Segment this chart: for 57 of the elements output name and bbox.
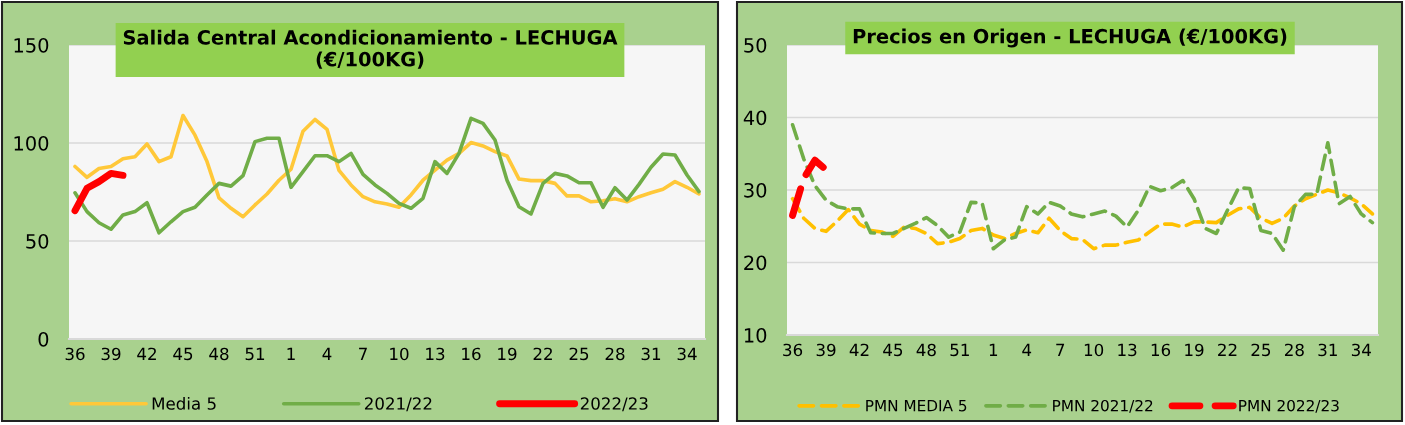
y-tick-label: 50 (744, 37, 767, 53)
x-tick-label: 39 (816, 343, 836, 357)
x-tick-label: 45 (173, 347, 193, 361)
x-tick-label: 39 (101, 347, 121, 361)
x-tick-label: 36 (65, 347, 85, 361)
line-series (73, 113, 701, 219)
x-tick-label: 16 (1151, 343, 1171, 357)
x-tick-label: 19 (498, 347, 517, 361)
x-tick-label: 31 (1318, 343, 1337, 357)
y-tick-label: 150 (14, 37, 49, 53)
x-tick-label: 7 (359, 347, 367, 360)
x-tick-label: 42 (849, 343, 869, 356)
x-tick-label: 51 (245, 347, 265, 361)
chart-title: Salida Central Acondicionamiento - LECHUGA (€/100KG) (123, 29, 618, 69)
y-tick-label: 10 (744, 327, 767, 343)
x-tick-label: 42 (137, 347, 156, 360)
x-tick-label: 25 (569, 347, 589, 361)
x-tick-label: 36 (783, 343, 803, 357)
line-series (790, 188, 1375, 251)
x-tick-label: 48 (916, 343, 936, 357)
x-tick-label: 1 (287, 347, 295, 360)
x-tick-label: 34 (677, 347, 697, 361)
x-tick-label: 10 (1084, 343, 1104, 357)
x-tick-label: 4 (322, 347, 332, 360)
y-tick-label: 0 (38, 331, 49, 347)
x-tick-label: 13 (426, 347, 445, 361)
x-tick-label: 10 (390, 347, 409, 361)
x-tick-label: 1 (989, 343, 998, 356)
x-tick-label: 51 (950, 343, 969, 357)
x-tick-label: 31 (641, 347, 661, 361)
x-tick-label: 28 (605, 347, 625, 361)
x-tick-label: 48 (209, 347, 229, 361)
x-tick-label: 22 (533, 347, 552, 360)
x-tick-label: 13 (1118, 343, 1137, 357)
y-tick-label: 100 (14, 135, 49, 151)
x-tick-label: 22 (1218, 343, 1237, 356)
x-tick-label: 28 (1284, 343, 1304, 357)
y-tick-label: 50 (26, 233, 49, 249)
chart-title: Precios en Origen - LECHUGA (€/100KG) (853, 28, 1287, 48)
y-tick-label: 40 (743, 110, 767, 126)
x-tick-label: 34 (1351, 343, 1371, 357)
x-tick-label: 4 (1022, 343, 1032, 356)
x-tick-label: 25 (1251, 343, 1271, 357)
legend-label: PMN 2022/23 (1239, 399, 1339, 413)
legend-label: PMN MEDIA 5 (866, 400, 967, 412)
y-tick-label: 30 (744, 182, 767, 198)
line-series (790, 122, 1375, 252)
x-tick-label: 19 (1185, 343, 1204, 357)
legend-label: 2022/23 (580, 397, 648, 412)
legend-label: Media 5 (152, 396, 216, 410)
x-tick-label: 16 (462, 347, 481, 361)
legend-label: PMN 2021/22 (1053, 399, 1153, 413)
x-tick-label: 7 (1056, 343, 1065, 356)
legend-label: 2021/22 (364, 397, 432, 412)
y-tick-label: 20 (744, 255, 767, 271)
x-tick-label: 45 (883, 343, 903, 357)
line-series (73, 116, 701, 235)
